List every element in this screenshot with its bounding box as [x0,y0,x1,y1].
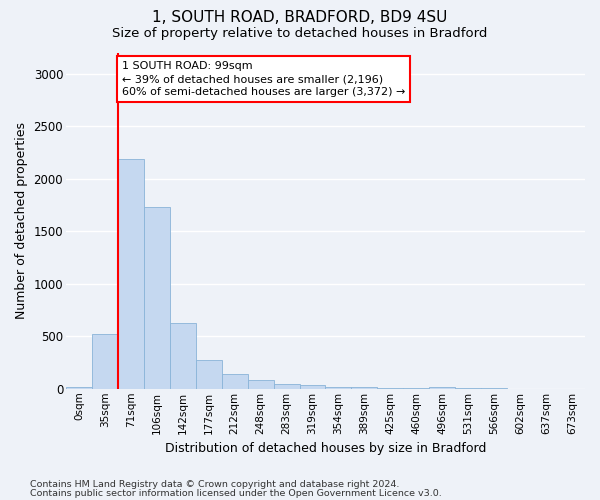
Bar [377,388,403,389]
Bar [118,158,144,389]
Bar [196,360,221,389]
Bar [66,386,92,389]
Text: 1, SOUTH ROAD, BRADFORD, BD9 4SU: 1, SOUTH ROAD, BRADFORD, BD9 4SU [152,10,448,25]
Text: Contains public sector information licensed under the Open Government Licence v3: Contains public sector information licen… [30,490,442,498]
Bar [144,207,170,389]
Text: Size of property relative to detached houses in Bradford: Size of property relative to detached ho… [112,28,488,40]
Bar [325,386,352,389]
Bar [248,380,274,389]
Bar [352,387,377,389]
Bar [92,334,118,389]
Text: Contains HM Land Registry data © Crown copyright and database right 2024.: Contains HM Land Registry data © Crown c… [30,480,400,489]
Bar [403,388,429,389]
Bar [429,386,455,389]
Bar [274,384,299,389]
Bar [170,322,196,389]
Bar [455,388,481,389]
Bar [221,374,248,389]
X-axis label: Distribution of detached houses by size in Bradford: Distribution of detached houses by size … [165,442,486,455]
Text: 1 SOUTH ROAD: 99sqm
← 39% of detached houses are smaller (2,196)
60% of semi-det: 1 SOUTH ROAD: 99sqm ← 39% of detached ho… [122,61,405,98]
Bar [299,384,325,389]
Y-axis label: Number of detached properties: Number of detached properties [15,122,28,319]
